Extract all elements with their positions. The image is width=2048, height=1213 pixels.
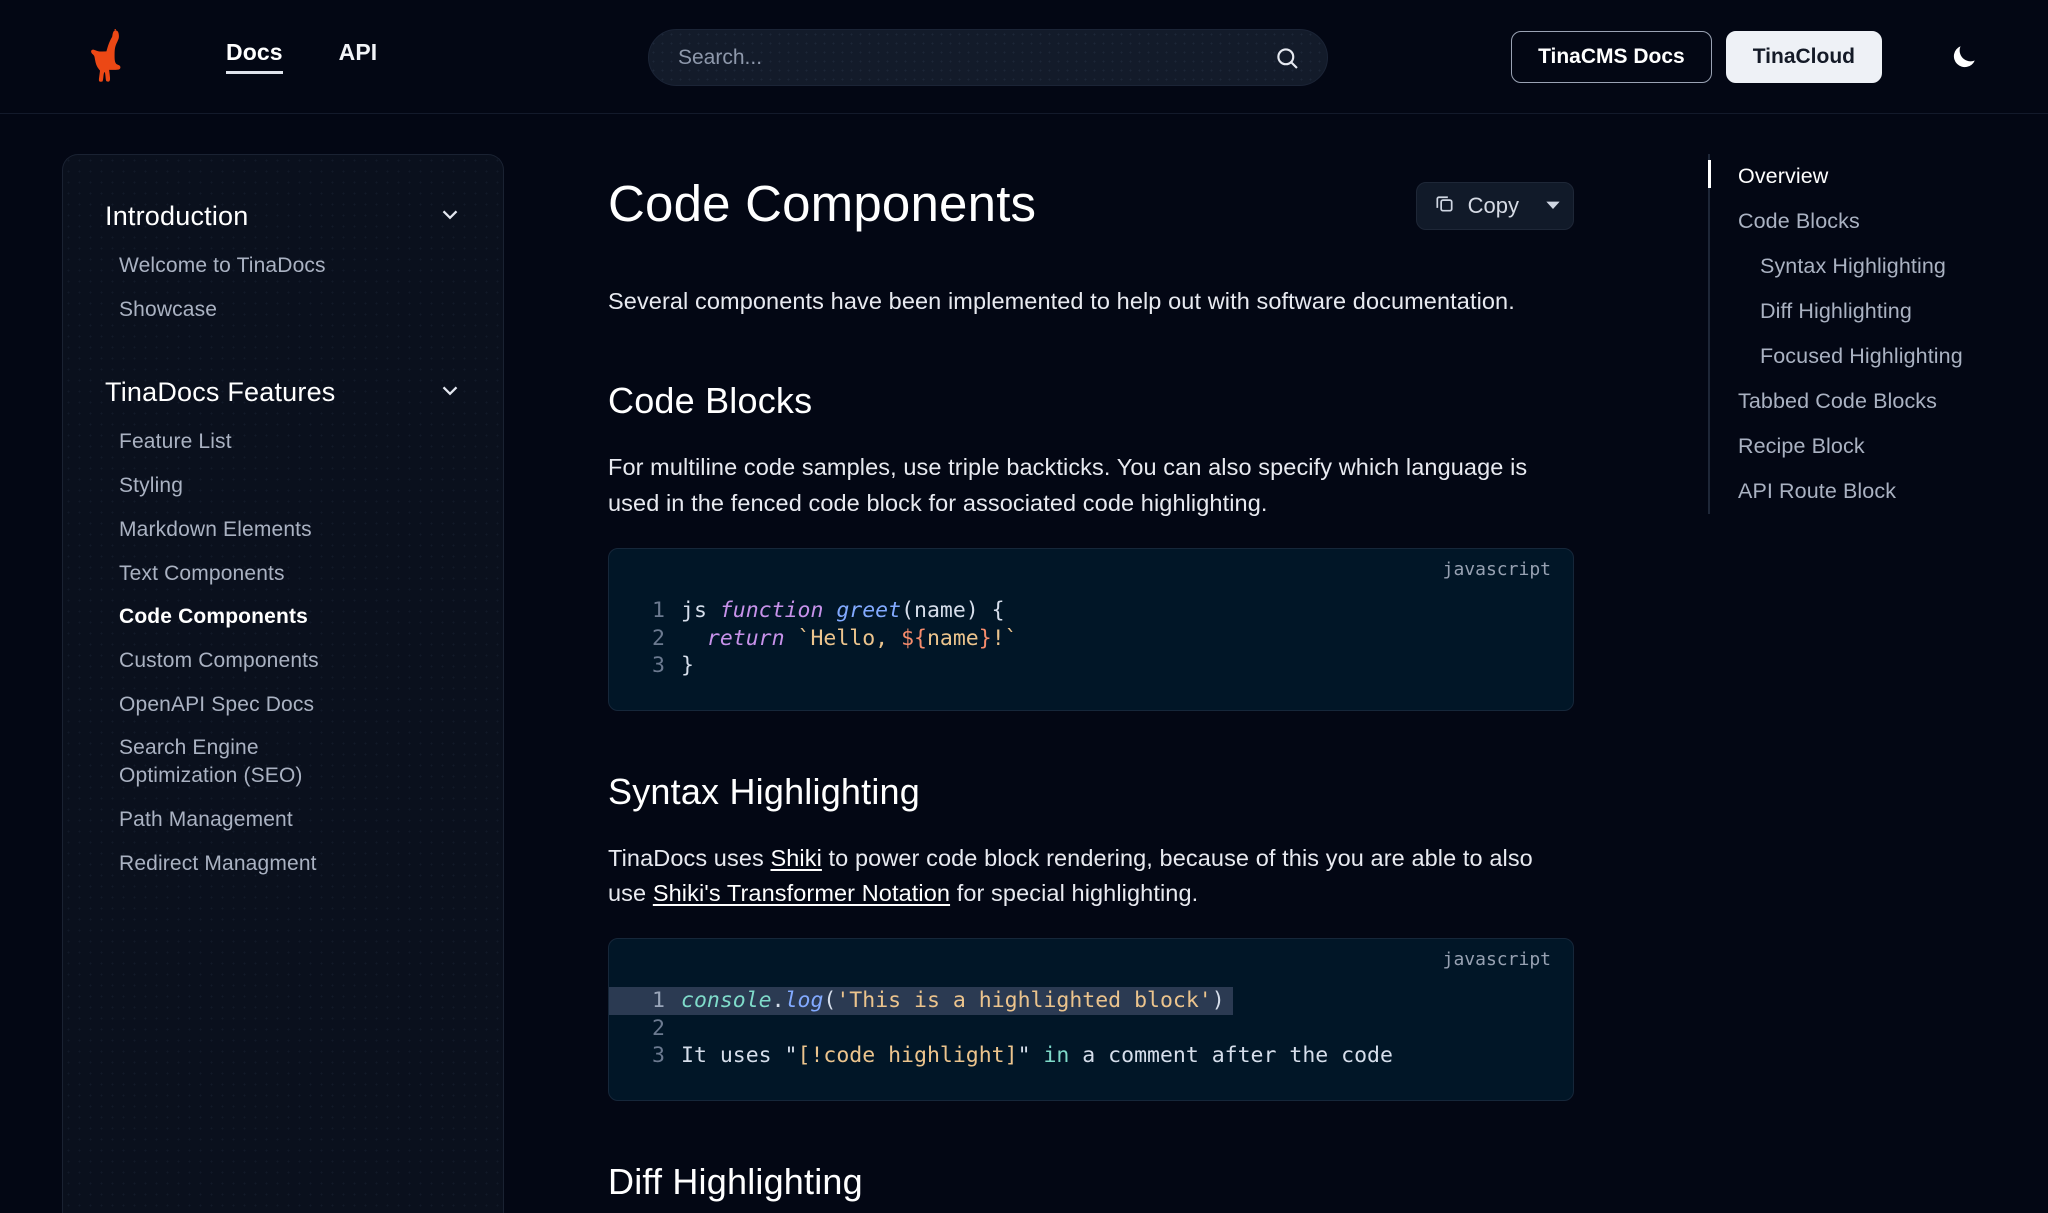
sidebar-item-showcase[interactable]: Showcase bbox=[119, 297, 218, 321]
toc-item-api-route-block[interactable]: API Route Block bbox=[1738, 479, 1897, 503]
para-text-mid: to power code block rendering, because o… bbox=[608, 844, 1533, 907]
tinacms-docs-button[interactable]: TinaCMS Docs bbox=[1511, 30, 1712, 83]
sidebar-group-header-introduction[interactable]: Introduction bbox=[105, 197, 471, 236]
sidebar-item-markdown-elements[interactable]: Markdown Elements bbox=[119, 517, 312, 541]
sidebar-group-header-tinadocs-features[interactable]: TinaDocs Features bbox=[105, 373, 471, 412]
code-language-label: javascript bbox=[1442, 949, 1551, 971]
sidebar-item-seo[interactable]: Search Engine Optimization (SEO) bbox=[119, 736, 303, 788]
code-block-1[interactable]: javascript 1 js function greet(name) { 2… bbox=[608, 548, 1574, 711]
code-line: 3 } bbox=[609, 652, 1573, 680]
sidebar-group-title: Introduction bbox=[105, 201, 249, 231]
search-placeholder: Search... bbox=[678, 45, 763, 69]
line-number: 1 bbox=[652, 988, 665, 1014]
tinacloud-button[interactable]: TinaCloud bbox=[1725, 30, 1882, 83]
toc-item-diff-highlighting[interactable]: Diff Highlighting bbox=[1760, 299, 1912, 323]
copy-button-label: Copy bbox=[1467, 193, 1519, 218]
code-text: return `Hello, ${name}!` bbox=[706, 625, 1018, 651]
section-heading-syntax-highlighting: Syntax Highlighting bbox=[608, 770, 920, 812]
search-input[interactable]: Search... bbox=[648, 29, 1328, 86]
right-toc-column: Overview Code Blocks Syntax Highlighting… bbox=[1648, 114, 2048, 1213]
code-line: 2 bbox=[609, 1015, 1573, 1043]
search-icon[interactable] bbox=[1274, 45, 1301, 77]
chevron-down-icon[interactable] bbox=[437, 201, 463, 232]
line-number: 2 bbox=[652, 1015, 665, 1041]
code-text: It uses "[!code highlight]" in a comment… bbox=[681, 1043, 1393, 1069]
code-line: 2 return `Hello, ${name}!` bbox=[609, 625, 1573, 653]
sidebar-item-welcome-to-tinadocs[interactable]: Welcome to TinaDocs bbox=[119, 254, 326, 277]
sidebar-group-tinadocs-features: TinaDocs Features Feature List Styling M… bbox=[105, 373, 471, 885]
line-number: 2 bbox=[652, 625, 665, 651]
nav-item-api[interactable]: API bbox=[338, 39, 378, 65]
toc-item-tabbed-code-blocks[interactable]: Tabbed Code Blocks bbox=[1738, 389, 1938, 413]
toc-item-focused-highlighting[interactable]: Focused Highlighting bbox=[1760, 344, 1963, 368]
code-lines: 1 console.log('This is a highlighted blo… bbox=[609, 987, 1573, 1070]
sidebar-divider-space bbox=[105, 339, 471, 373]
sidebar-item-code-components[interactable]: Code Components bbox=[119, 605, 308, 629]
code-text: console.log('This is a highlighted block… bbox=[681, 988, 1225, 1014]
code-text: js function greet(name) { bbox=[681, 598, 1005, 624]
code-text bbox=[681, 1015, 1573, 1043]
sidebar-item-styling[interactable]: Styling bbox=[119, 474, 184, 498]
copy-button[interactable]: Copy bbox=[1415, 182, 1574, 230]
code-line: 3 It uses "[!code highlight]" in a comme… bbox=[609, 1042, 1573, 1070]
line-number: 1 bbox=[652, 598, 665, 624]
para-text-post: for special highlighting. bbox=[950, 880, 1199, 907]
moon-icon[interactable] bbox=[1942, 35, 1986, 79]
page-header-row: Code Components Copy bbox=[608, 152, 1574, 234]
chevron-down-icon[interactable] bbox=[1545, 193, 1561, 219]
main-content: Code Components Copy Several components … bbox=[504, 114, 1648, 1213]
site-header: Docs API Search... TinaCMS Docs TinaClou… bbox=[0, 0, 2048, 114]
llama-logo-icon[interactable] bbox=[88, 28, 134, 85]
section-heading-code-blocks: Code Blocks bbox=[608, 380, 813, 422]
table-of-contents: Overview Code Blocks Syntax Highlighting… bbox=[1708, 154, 2048, 514]
toc-item-overview[interactable]: Overview bbox=[1708, 154, 2048, 199]
copy-icon bbox=[1433, 192, 1456, 221]
line-number: 3 bbox=[652, 653, 665, 679]
sidebar-group-title: TinaDocs Features bbox=[105, 377, 336, 408]
code-line: 1 js function greet(name) { bbox=[609, 597, 1573, 625]
code-language-label: javascript bbox=[1442, 559, 1551, 581]
shiki-transformer-notation-link[interactable]: Shiki's Transformer Notation bbox=[652, 880, 951, 907]
page-title: Code Components bbox=[608, 175, 1037, 232]
line-number: 3 bbox=[652, 1043, 665, 1069]
nav-item-docs[interactable]: Docs bbox=[226, 39, 283, 74]
code-block-2[interactable]: javascript 1 console.log('This is a high… bbox=[608, 938, 1574, 1101]
nav-tree-card: Introduction Welcome to TinaDocs Showcas… bbox=[62, 154, 504, 1213]
shiki-link[interactable]: Shiki bbox=[770, 844, 822, 871]
primary-nav: Docs API bbox=[226, 39, 377, 74]
header-actions: TinaCMS Docs TinaCloud bbox=[1511, 30, 1986, 83]
sidebar-item-openapi-spec-docs[interactable]: OpenAPI Spec Docs bbox=[119, 692, 315, 716]
code-text: } bbox=[681, 653, 694, 679]
intro-paragraph: Several components have been implemented… bbox=[608, 288, 1515, 315]
page-body: Introduction Welcome to TinaDocs Showcas… bbox=[0, 114, 2048, 1213]
toc-item-recipe-block[interactable]: Recipe Block bbox=[1738, 434, 1865, 458]
sidebar-item-feature-list[interactable]: Feature List bbox=[119, 430, 232, 454]
sidebar-item-text-components[interactable]: Text Components bbox=[119, 561, 285, 585]
section-heading-diff-highlighting: Diff Highlighting bbox=[608, 1160, 863, 1202]
code-blocks-paragraph: For multiline code samples, use triple b… bbox=[608, 454, 1528, 517]
left-sidebar: Introduction Welcome to TinaDocs Showcas… bbox=[0, 114, 504, 1213]
code-line-highlighted: 1 console.log('This is a highlighted blo… bbox=[609, 987, 1233, 1015]
sidebar-item-custom-components[interactable]: Custom Components bbox=[119, 649, 319, 673]
toc-item-code-blocks[interactable]: Code Blocks bbox=[1738, 209, 1860, 233]
chevron-down-icon[interactable] bbox=[437, 377, 463, 408]
para-text-pre: TinaDocs uses bbox=[608, 844, 771, 871]
toc-item-syntax-highlighting[interactable]: Syntax Highlighting bbox=[1760, 254, 1946, 278]
syntax-highlighting-paragraph: TinaDocs uses Shiki to power code block … bbox=[608, 841, 1574, 913]
sidebar-group-introduction: Introduction Welcome to TinaDocs Showcas… bbox=[105, 197, 471, 331]
sidebar-item-path-management[interactable]: Path Management bbox=[119, 807, 293, 831]
sidebar-item-redirect-managment[interactable]: Redirect Managment bbox=[119, 851, 317, 875]
code-lines: 1 js function greet(name) { 2 return `He… bbox=[609, 597, 1573, 680]
